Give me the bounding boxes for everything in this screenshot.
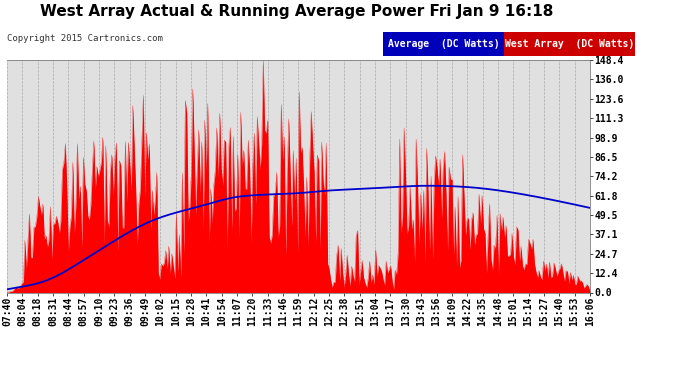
Text: West Array Actual & Running Average Power Fri Jan 9 16:18: West Array Actual & Running Average Powe… [40,4,553,19]
Text: Average  (DC Watts): Average (DC Watts) [388,39,499,49]
Text: Copyright 2015 Cartronics.com: Copyright 2015 Cartronics.com [7,34,163,43]
Text: West Array  (DC Watts): West Array (DC Watts) [504,39,634,49]
